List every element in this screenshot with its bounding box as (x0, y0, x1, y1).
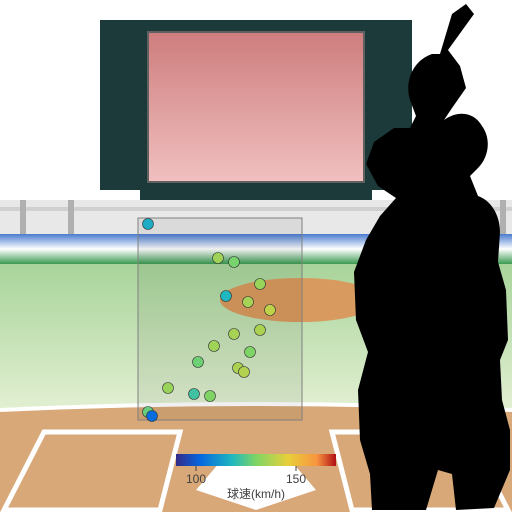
pitch-marker (265, 305, 276, 316)
colorbar-tick: 100 (186, 472, 206, 486)
pitch-marker (255, 325, 266, 336)
pitch-marker (213, 253, 224, 264)
pitch-marker (229, 257, 240, 268)
pitch-marker (245, 347, 256, 358)
pitch-marker (229, 329, 240, 340)
colorbar (176, 454, 336, 466)
pitch-location-chart: 100 150球速(km/h) (0, 0, 512, 512)
colorbar-tick: 150 (286, 472, 306, 486)
pitch-marker (193, 357, 204, 368)
pitch-marker (143, 219, 154, 230)
pitch-marker (243, 297, 254, 308)
colorbar-label: 球速(km/h) (227, 487, 285, 501)
pitch-marker (163, 383, 174, 394)
pitch-marker (209, 341, 220, 352)
scoreboard-screen (148, 32, 364, 182)
pitch-marker (255, 279, 266, 290)
pitch-marker (221, 291, 232, 302)
pitch-marker (239, 367, 250, 378)
pitch-marker (205, 391, 216, 402)
pitch-marker (189, 389, 200, 400)
pitch-marker (147, 411, 158, 422)
